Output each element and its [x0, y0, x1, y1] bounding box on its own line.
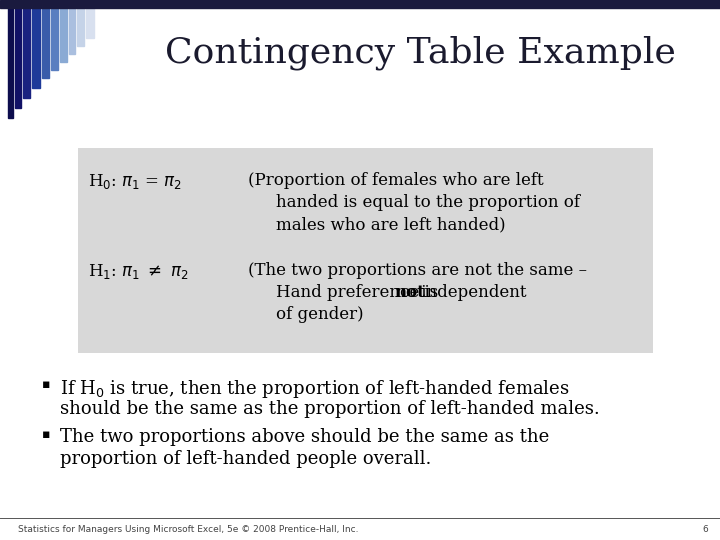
Bar	[42, 8, 49, 78]
Text: not: not	[395, 284, 426, 301]
Text: The two proportions above should be the same as the: The two proportions above should be the …	[60, 428, 549, 446]
Text: males who are left handed): males who are left handed)	[276, 216, 505, 233]
Text: If H$_0$ is true, then the proportion of left-handed females: If H$_0$ is true, then the proportion of…	[60, 378, 570, 400]
Bar	[69, 8, 75, 54]
Text: H$_0$: $\pi_1$ = $\pi_2$: H$_0$: $\pi_1$ = $\pi_2$	[88, 172, 182, 191]
Text: Statistics for Managers Using Microsoft Excel, 5e © 2008 Prentice-Hall, Inc.: Statistics for Managers Using Microsoft …	[18, 525, 359, 535]
Bar	[51, 8, 58, 70]
Bar	[60, 8, 67, 62]
Text: ▪: ▪	[42, 378, 50, 391]
Bar	[8, 8, 13, 118]
Bar	[78, 148, 653, 353]
Bar	[15, 8, 21, 108]
Text: should be the same as the proportion of left-handed males.: should be the same as the proportion of …	[60, 400, 600, 418]
Text: ▪: ▪	[42, 428, 50, 441]
Text: H$_1$: $\pi_1$ $\neq$ $\pi_2$: H$_1$: $\pi_1$ $\neq$ $\pi_2$	[88, 262, 189, 281]
Bar	[77, 8, 84, 46]
Text: proportion of left-handed people overall.: proportion of left-handed people overall…	[60, 450, 431, 468]
Text: of gender): of gender)	[276, 306, 364, 323]
Text: Hand preference is: Hand preference is	[276, 284, 444, 301]
Text: handed is equal to the proportion of: handed is equal to the proportion of	[276, 194, 580, 211]
Text: (The two proportions are not the same –: (The two proportions are not the same –	[248, 262, 587, 279]
Text: 6: 6	[702, 525, 708, 535]
Text: (Proportion of females who are left: (Proportion of females who are left	[248, 172, 544, 189]
Bar	[32, 8, 40, 88]
Text: Contingency Table Example: Contingency Table Example	[165, 36, 675, 70]
Text: independent: independent	[416, 284, 526, 301]
Bar	[86, 8, 94, 38]
Bar	[0, 0, 720, 8]
Bar	[23, 8, 30, 98]
